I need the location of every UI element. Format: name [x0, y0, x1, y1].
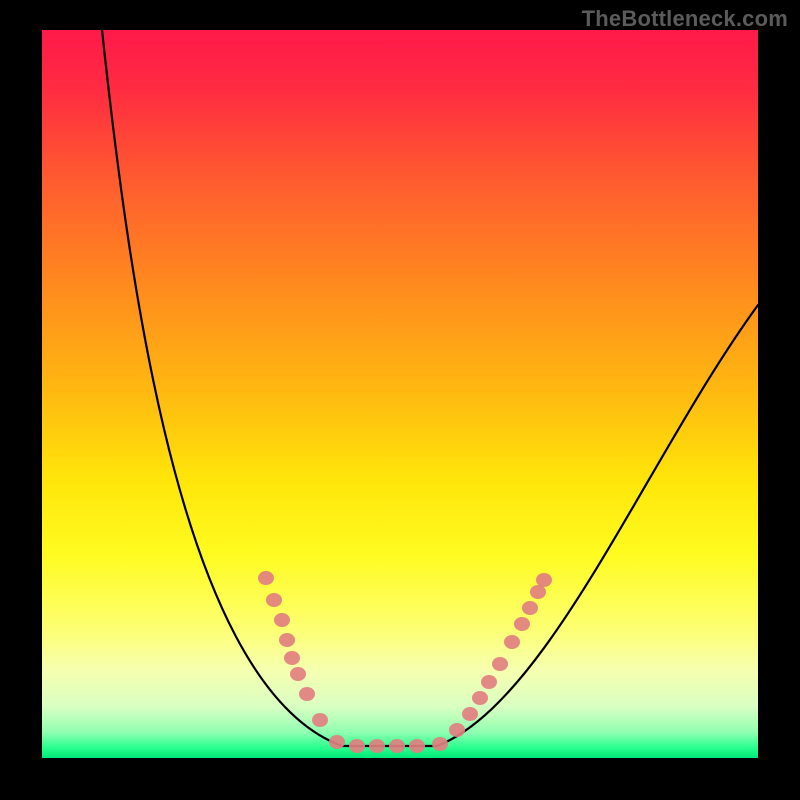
marker-point — [329, 735, 345, 749]
marker-point — [492, 657, 508, 671]
marker-point — [504, 635, 520, 649]
marker-point — [530, 585, 546, 599]
marker-point — [274, 613, 290, 627]
marker-point — [349, 739, 365, 753]
marker-point — [481, 675, 497, 689]
marker-point — [522, 601, 538, 615]
chart-svg — [42, 30, 758, 758]
marker-point — [290, 667, 306, 681]
marker-point — [389, 739, 405, 753]
marker-point — [514, 617, 530, 631]
marker-point — [266, 593, 282, 607]
marker-point — [258, 571, 274, 585]
plot-area — [42, 30, 758, 758]
marker-point — [284, 651, 300, 665]
marker-point — [432, 737, 448, 751]
marker-point — [369, 739, 385, 753]
marker-point — [462, 707, 478, 721]
marker-point — [312, 713, 328, 727]
marker-point — [279, 633, 295, 647]
marker-point — [409, 739, 425, 753]
marker-point — [472, 691, 488, 705]
watermark-text: TheBottleneck.com — [582, 6, 788, 32]
marker-point — [299, 687, 315, 701]
marker-point — [449, 723, 465, 737]
gradient-background — [42, 30, 758, 758]
marker-point — [536, 573, 552, 587]
